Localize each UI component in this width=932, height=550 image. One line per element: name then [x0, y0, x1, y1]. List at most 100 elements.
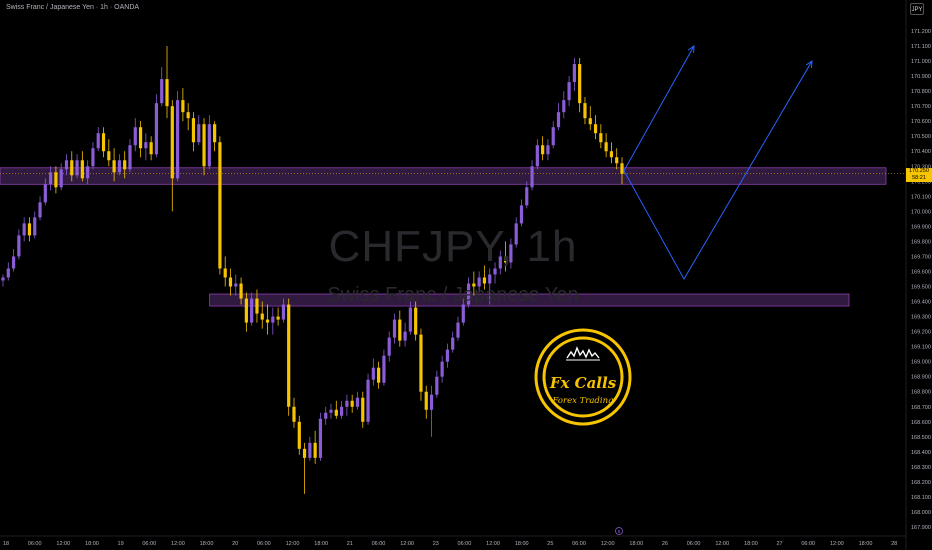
candle-body [593, 124, 598, 134]
price-tick-label: 171.100 [911, 44, 931, 50]
candle-body [445, 349, 450, 362]
candle-body [107, 151, 111, 161]
logo-inner-ring [542, 336, 624, 418]
current-price-value: 170.250 [909, 168, 929, 174]
candle-body [191, 118, 196, 143]
time-tick-label: 18:00 [314, 541, 328, 547]
candle-body [250, 298, 254, 323]
time-tick-label: 06:00 [801, 541, 815, 547]
candle-body [43, 184, 47, 203]
logo-outer-ring [534, 328, 632, 426]
candle-body [382, 355, 386, 383]
candle-body [530, 166, 534, 188]
time-tick-label: 06:00 [142, 541, 156, 547]
price-tick-label: 170.600 [911, 119, 931, 125]
price-tick-label: 168.900 [911, 375, 931, 381]
price-tick-label: 168.400 [911, 450, 931, 456]
candle-body [54, 172, 58, 188]
time-tick-label: 27 [776, 541, 782, 547]
candle-body [265, 319, 270, 323]
candle-body [6, 268, 10, 278]
candle-body [138, 127, 143, 149]
candle-body [276, 316, 280, 320]
time-tick-label: 20 [232, 541, 238, 547]
candle-body [27, 223, 32, 236]
candle-body [519, 205, 524, 224]
candle-body [609, 151, 614, 158]
candle-body [38, 202, 42, 218]
candle-body [260, 313, 264, 320]
candle-body [377, 367, 381, 383]
time-tick-label: 06:00 [458, 541, 472, 547]
candle-body [128, 145, 132, 170]
candle-body [556, 112, 561, 128]
time-tick-label: 06:00 [257, 541, 271, 547]
time-tick-label: 06:00 [372, 541, 386, 547]
price-tick-label: 169.900 [911, 224, 931, 230]
candle-body [133, 127, 137, 146]
projection-path[interactable] [623, 45, 695, 172]
price-tick-label: 170.200 [911, 179, 931, 185]
price-tick-label: 168.200 [911, 480, 931, 486]
candle-body [213, 124, 217, 143]
candle-body [287, 304, 291, 407]
candle-body [123, 160, 127, 170]
candle-body [493, 268, 497, 275]
candle-body [223, 268, 227, 278]
price-tick-label: 169.500 [911, 285, 931, 291]
candle-body [429, 394, 434, 410]
supply-demand-zone[interactable] [209, 293, 850, 307]
time-tick-label: 06:00 [28, 541, 42, 547]
candle-body [33, 217, 37, 236]
current-price-tag: 170.250 58:21 [906, 168, 932, 182]
candle-body [117, 160, 121, 173]
projection-path[interactable] [623, 60, 813, 281]
candle-body [96, 133, 100, 149]
candle-body [144, 142, 148, 149]
candle-body [514, 223, 518, 245]
time-tick-label: 06:00 [572, 541, 586, 547]
price-tick-label: 169.000 [911, 360, 931, 366]
candle-body [11, 256, 16, 269]
candle-body [80, 160, 84, 179]
candle-body [91, 148, 95, 167]
price-tick-label: 168.800 [911, 390, 931, 396]
candle-body [181, 100, 185, 113]
candle-body [49, 172, 53, 185]
candle-body [498, 256, 502, 269]
logo-subtitle: Forex Trading [551, 396, 614, 406]
candle-body [456, 322, 460, 338]
candle-body [207, 124, 211, 167]
candle-body [435, 376, 439, 395]
price-tick-label: 170.700 [911, 104, 931, 110]
candle-body [461, 304, 465, 323]
candle-body [355, 397, 360, 407]
candle-body [318, 418, 323, 458]
candle-body [302, 448, 307, 458]
currency-button[interactable]: JPY [910, 3, 924, 15]
candle-body [567, 82, 571, 101]
time-tick-label: 12:00 [601, 541, 615, 547]
time-tick-label: 12:00 [171, 541, 185, 547]
candle-body [297, 421, 301, 449]
price-tick-label: 169.600 [911, 269, 931, 275]
price-tick-label: 170.100 [911, 194, 931, 200]
candle-body [281, 304, 286, 320]
candle-body [477, 277, 481, 287]
candle-body [387, 337, 391, 356]
candle-body [604, 142, 608, 152]
fx-calls-logo: Fx Calls Forex Trading [534, 328, 632, 426]
candle-body [371, 367, 375, 380]
candle-body [324, 412, 328, 419]
supply-demand-zone[interactable] [0, 167, 887, 185]
candle-body [419, 334, 423, 392]
candle-body [466, 283, 471, 305]
candle-body [197, 124, 201, 143]
time-tick-label: 18:00 [744, 541, 758, 547]
candle-body [509, 244, 513, 263]
candle-body [334, 409, 338, 416]
time-tick-label: 12:00 [286, 541, 300, 547]
economic-event-icon[interactable] [615, 527, 623, 535]
